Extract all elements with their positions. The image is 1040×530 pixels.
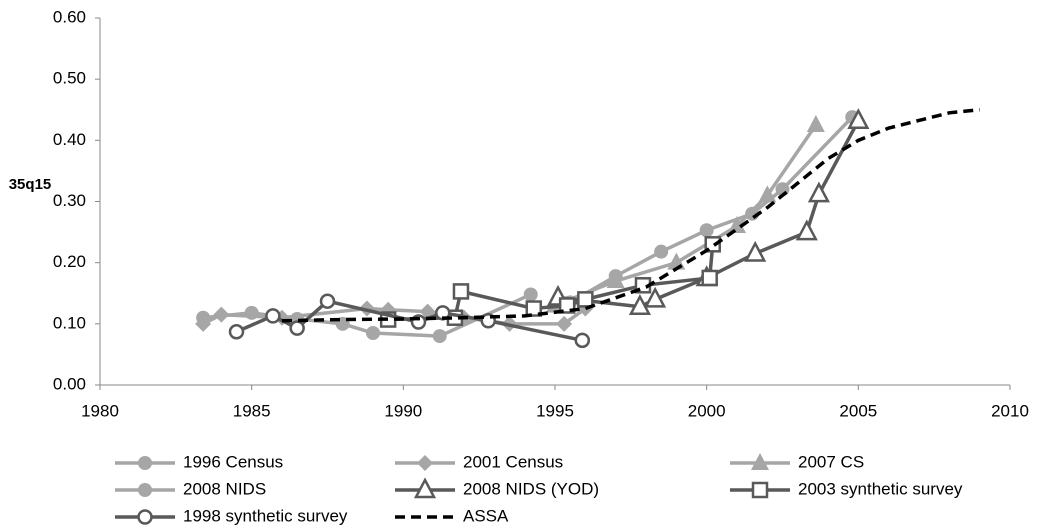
legend-label: 2001 Census	[463, 452, 563, 471]
marker	[744, 240, 767, 262]
marker	[228, 324, 245, 340]
y-axis-label: 35q15	[9, 176, 52, 193]
y-tick-label: 0.30	[53, 191, 86, 210]
marker	[413, 477, 437, 499]
marker	[452, 283, 470, 300]
marker	[728, 215, 746, 233]
marker	[807, 181, 830, 203]
marker	[644, 286, 667, 308]
marker	[138, 483, 152, 497]
legend-label: 1996 Census	[183, 452, 283, 471]
y-tick-label: 0.00	[53, 374, 86, 393]
marker	[704, 236, 721, 253]
marker	[366, 326, 380, 341]
x-tick-label: 1980	[81, 401, 119, 420]
marker	[289, 320, 305, 336]
marker	[806, 115, 825, 133]
x-tick-label: 2010	[991, 401, 1029, 420]
x-tick-label: 1995	[536, 401, 574, 420]
marker	[138, 456, 152, 470]
marker	[608, 269, 623, 284]
marker	[556, 315, 573, 332]
marker	[137, 509, 153, 525]
marker	[195, 315, 212, 332]
y-tick-label: 0.20	[53, 252, 86, 271]
marker	[577, 291, 594, 308]
legend-label: ASSA	[463, 506, 509, 525]
y-tick-label: 0.10	[53, 313, 86, 332]
marker	[574, 332, 591, 349]
x-tick-label: 1990	[384, 401, 422, 420]
series-line	[281, 108, 980, 323]
x-tick-label: 2005	[839, 401, 877, 420]
x-tick-label: 2000	[688, 401, 726, 420]
marker	[432, 329, 447, 344]
marker	[628, 294, 652, 315]
marker	[319, 293, 336, 309]
y-tick-label: 0.40	[53, 130, 86, 149]
marker	[751, 453, 769, 470]
legend-label: 2008 NIDS (YOD)	[463, 479, 599, 498]
legend-label: 1998 synthetic survey	[183, 506, 348, 525]
series-line	[554, 124, 818, 308]
legend-label: 2008 NIDS	[183, 479, 266, 498]
y-tick-label: 0.50	[53, 69, 86, 88]
series-line	[202, 306, 587, 326]
marker	[699, 223, 714, 238]
marker	[751, 481, 769, 499]
legend-label: 2003 synthetic survey	[798, 479, 963, 498]
marker	[847, 108, 870, 130]
marker	[525, 300, 543, 317]
marker	[417, 455, 433, 471]
marker	[265, 308, 281, 324]
y-tick-label: 0.60	[53, 7, 86, 26]
marker	[795, 219, 818, 241]
marker	[701, 269, 718, 287]
marker	[213, 306, 230, 323]
x-tick-label: 1985	[233, 401, 271, 420]
legend-label: 2007 CS	[798, 452, 864, 471]
marker	[654, 244, 669, 259]
marker	[523, 287, 538, 302]
